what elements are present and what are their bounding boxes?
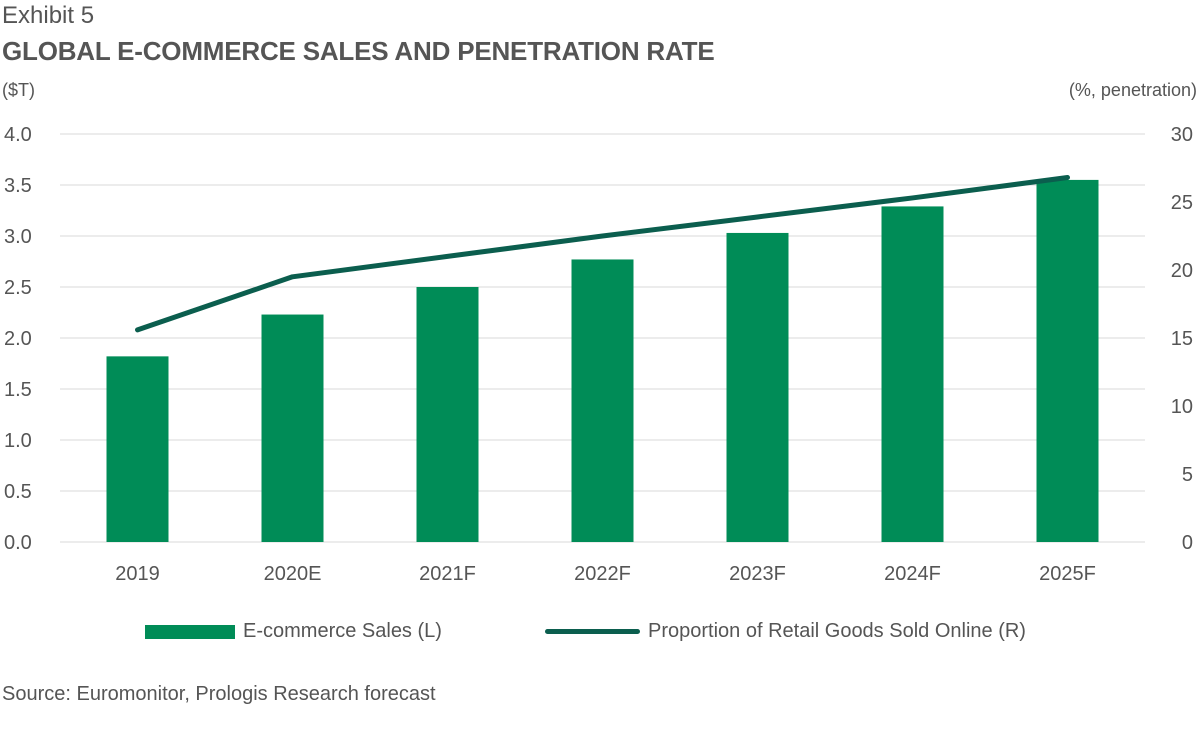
legend-label-proportion: Proportion of Retail Goods Sold Online (… bbox=[648, 620, 1026, 642]
x-tick-label: 2019 bbox=[115, 563, 160, 585]
legend-item-sales: E-commerce Sales (L) bbox=[145, 620, 442, 643]
exhibit-label: Exhibit 5 bbox=[2, 2, 95, 29]
legend-swatch-line bbox=[545, 629, 640, 634]
legend-item-proportion: Proportion of Retail Goods Sold Online (… bbox=[545, 620, 1026, 643]
chart-area: 0.0 0.5 1.0 1.5 2.0 2.5 3.0 3.5 4.0 0 5 10 15 20 25 30 2… bbox=[4, 124, 1193, 585]
x-tick-label: 2023F bbox=[729, 563, 786, 585]
bar bbox=[416, 287, 479, 542]
left-tick-label: 4.0 bbox=[4, 124, 32, 146]
right-tick-label: 20 bbox=[1171, 260, 1193, 282]
x-tick-label: 2021F bbox=[419, 563, 476, 585]
left-tick-label: 2.5 bbox=[4, 277, 32, 299]
chart-title: GLOBAL E-COMMERCE SALES AND PENETRATION … bbox=[2, 36, 715, 66]
right-tick-label: 30 bbox=[1171, 124, 1193, 146]
source-note: Source: Euromonitor, Prologis Research f… bbox=[2, 683, 436, 705]
x-tick-label: 2025F bbox=[1039, 563, 1096, 585]
left-tick-label: 1.0 bbox=[4, 430, 32, 452]
legend-label-sales: E-commerce Sales (L) bbox=[243, 620, 442, 642]
axis-labels: 0.0 0.5 1.0 1.5 2.0 2.5 3.0 3.5 4.0 0 5 10 15 20 25 30 2… bbox=[4, 124, 1193, 585]
bar-series bbox=[106, 179, 1099, 543]
left-tick-label: 0.5 bbox=[4, 481, 32, 503]
bar bbox=[106, 356, 169, 542]
bar bbox=[726, 232, 789, 542]
left-tick-label: 0.0 bbox=[4, 532, 32, 554]
right-tick-label: 10 bbox=[1171, 396, 1193, 418]
legend: E-commerce Sales (L) Proportion of Retai… bbox=[0, 620, 1199, 650]
left-tick-label: 1.5 bbox=[4, 379, 32, 401]
left-tick-label: 3.0 bbox=[4, 226, 32, 248]
legend-swatch-bar bbox=[145, 624, 235, 639]
right-axis-unit: (%, penetration) bbox=[1068, 80, 1197, 100]
right-tick-label: 25 bbox=[1171, 192, 1193, 214]
bar bbox=[571, 259, 634, 542]
left-tick-label: 3.5 bbox=[4, 175, 32, 197]
bar bbox=[1036, 179, 1099, 542]
line-series bbox=[135, 175, 1070, 333]
bar bbox=[881, 206, 944, 543]
left-axis-unit: ($T) bbox=[2, 80, 35, 100]
left-tick-label: 2.0 bbox=[4, 328, 32, 350]
right-tick-label: 0 bbox=[1182, 532, 1193, 554]
bar bbox=[261, 314, 324, 542]
right-tick-label: 15 bbox=[1171, 328, 1193, 350]
x-tick-label: 2020E bbox=[264, 563, 322, 585]
right-tick-label: 5 bbox=[1182, 464, 1193, 486]
x-tick-label: 2022F bbox=[574, 563, 631, 585]
x-tick-label: 2024F bbox=[884, 563, 941, 585]
